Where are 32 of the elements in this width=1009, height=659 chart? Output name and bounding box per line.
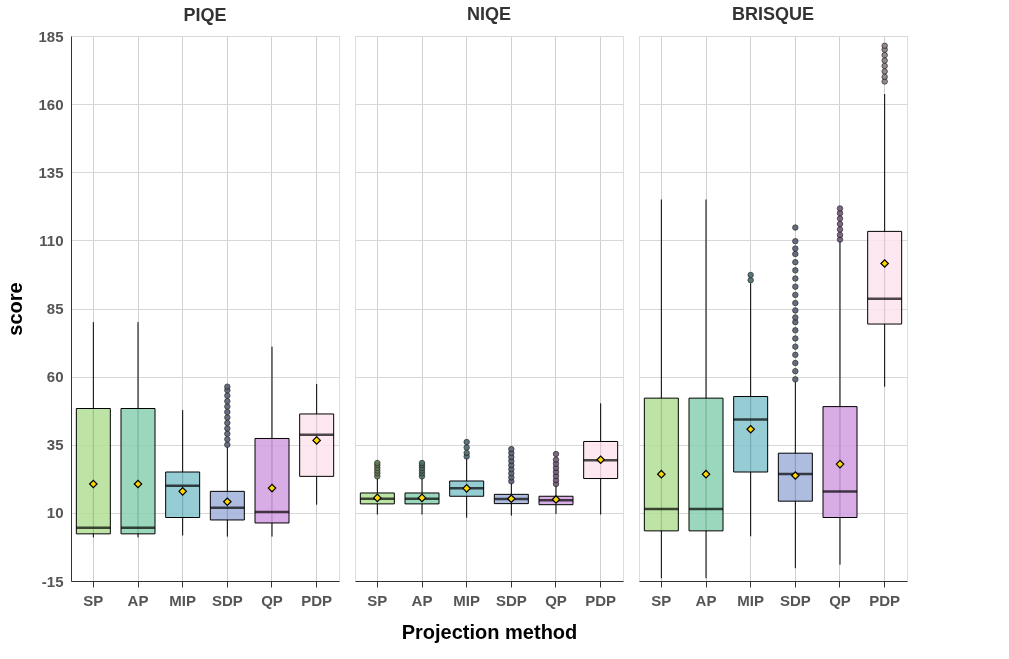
x-tick-label: QP <box>829 591 851 609</box>
x-tick-label: SDP <box>779 591 811 609</box>
x-tick-label: PDP <box>585 591 617 609</box>
x-tick-label: SP <box>651 591 672 609</box>
y-tick-label: 85 <box>46 300 64 317</box>
x-tick-label: MIP <box>453 591 480 609</box>
chart-title: BRISQUE <box>731 4 815 24</box>
y-tick-label: 10 <box>46 504 64 522</box>
y-tick-label: 135 <box>38 163 64 181</box>
chart-title: PIQE <box>183 5 227 25</box>
y-tick-label: 110 <box>39 231 64 249</box>
x-tick-label: MIP <box>169 591 196 609</box>
x-tick-label: PDP <box>869 591 901 609</box>
x-tick-label: MIP <box>737 591 764 609</box>
y-tick-label: 160 <box>38 95 64 113</box>
x-tick-label: SDP <box>211 591 243 609</box>
x-tick-label: QP <box>545 591 567 609</box>
x-tick-label: SP <box>83 591 104 609</box>
x-tick-label: AP <box>695 591 717 609</box>
y-tick-label: 35 <box>46 436 64 454</box>
y-axis-title: score <box>4 282 27 336</box>
x-tick-label: SDP <box>495 591 527 609</box>
y-tick-label: 185 <box>38 27 64 45</box>
x-tick-label: PDP <box>301 591 333 609</box>
x-tick-label: QP <box>261 591 283 609</box>
chart-title: NIQE <box>466 4 512 24</box>
x-tick-label: SP <box>367 591 388 609</box>
y-tick-label: 60 <box>46 368 64 386</box>
x-tick-label: AP <box>411 591 433 609</box>
y-tick-label: -15 <box>41 572 64 590</box>
x-axis-title: Projection method <box>401 620 578 643</box>
x-tick-label: AP <box>127 591 149 609</box>
